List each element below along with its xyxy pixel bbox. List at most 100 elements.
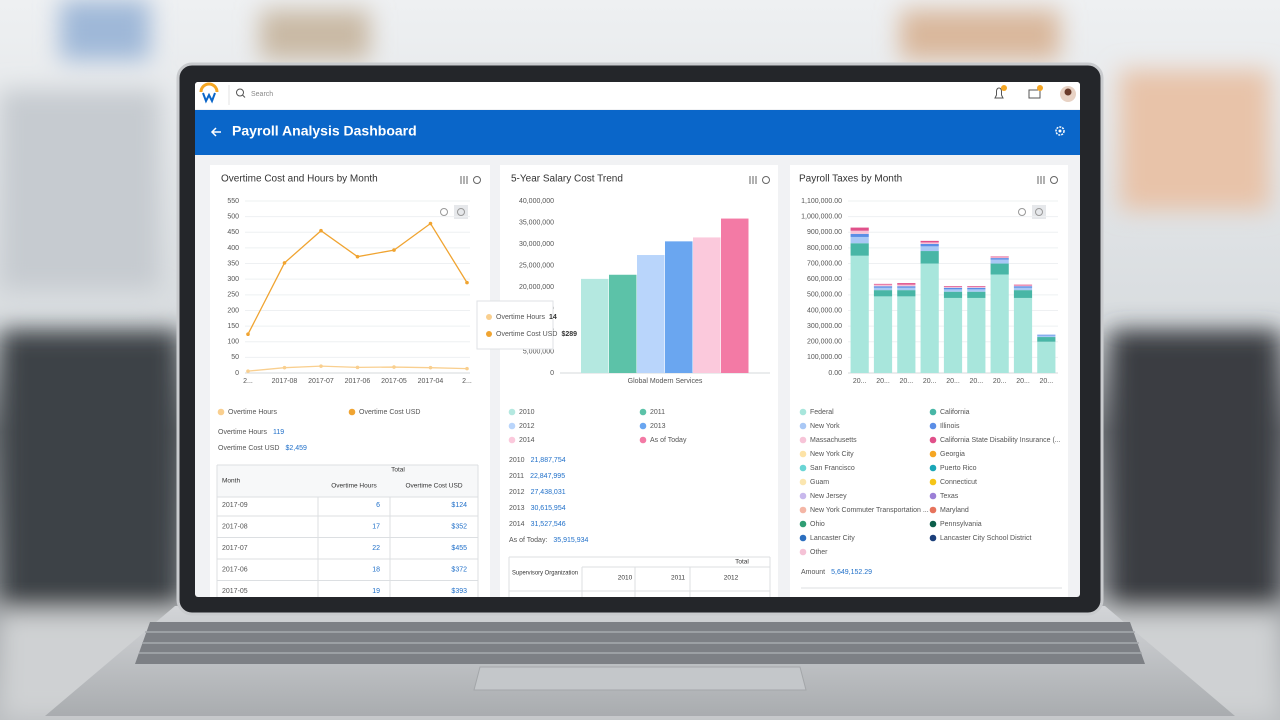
legend-label: Overtime Cost USD bbox=[359, 409, 420, 416]
legend-marker bbox=[639, 422, 647, 430]
legend-marker bbox=[639, 436, 647, 444]
y-tick-label: 500,000.00 bbox=[807, 292, 842, 299]
table-cell: 2017-07 bbox=[222, 545, 248, 552]
legend-marker bbox=[799, 436, 807, 444]
legend-label: Pennsylvania bbox=[940, 521, 982, 528]
bar-segment bbox=[1013, 286, 1033, 288]
bar-segment bbox=[920, 263, 939, 373]
x-tick-label: 20... bbox=[970, 378, 984, 385]
legend-marker bbox=[799, 520, 807, 528]
bar bbox=[581, 278, 609, 373]
data-point bbox=[282, 365, 287, 370]
bar-segment bbox=[873, 287, 893, 291]
bar-segment bbox=[850, 227, 869, 231]
bar-segment bbox=[990, 259, 1009, 264]
bar-segment bbox=[920, 240, 939, 243]
summary-label: 2014 bbox=[509, 521, 525, 528]
summary-label: As of Today: bbox=[509, 537, 547, 544]
y-tick-label: 300,000.00 bbox=[807, 323, 842, 330]
legend-marker bbox=[799, 548, 807, 556]
legend-label: Ohio bbox=[810, 521, 825, 528]
table-header: Overtime Cost USD bbox=[405, 483, 462, 490]
summary-value: 5,649,152.29 bbox=[831, 569, 872, 576]
table-group-header: Total bbox=[391, 467, 405, 474]
back-button[interactable] bbox=[210, 127, 221, 137]
legend-label: New York City bbox=[810, 451, 854, 458]
bar-segment bbox=[1013, 290, 1033, 298]
bar-segment bbox=[990, 258, 1009, 260]
legend-label: Other bbox=[810, 549, 828, 556]
table-header: Supervisory Organization bbox=[512, 570, 578, 577]
table-header: 2012 bbox=[724, 575, 739, 582]
bar-segment bbox=[920, 244, 939, 247]
legend-marker bbox=[929, 478, 937, 486]
legend-marker bbox=[929, 506, 937, 514]
bar-segment bbox=[920, 246, 939, 252]
y-tick-label: 40,000,000 bbox=[519, 198, 554, 205]
legend-label: Overtime Hours bbox=[228, 409, 278, 416]
panel-title: 5-Year Salary Cost Trend bbox=[511, 174, 623, 185]
search-icon[interactable] bbox=[236, 88, 246, 98]
y-tick-label: 5,000,000 bbox=[523, 348, 554, 355]
bar-segment bbox=[897, 284, 916, 287]
legend-marker bbox=[799, 534, 807, 542]
tooltip-marker bbox=[486, 314, 492, 320]
settings-button[interactable] bbox=[1055, 126, 1065, 136]
dashboard-title: Payroll Analysis Dashboard bbox=[232, 123, 417, 139]
legend-marker bbox=[508, 408, 516, 416]
legend-marker bbox=[799, 478, 807, 486]
y-tick-label: 0 bbox=[235, 370, 239, 377]
legend-label: 2014 bbox=[519, 437, 535, 444]
legend-marker bbox=[348, 408, 356, 416]
y-tick-label: 450 bbox=[227, 229, 239, 236]
legend-label: As of Today bbox=[650, 437, 687, 444]
x-tick-label: 20... bbox=[853, 378, 867, 385]
legend-label: Puerto Rico bbox=[940, 465, 977, 472]
bar-segment bbox=[1013, 287, 1033, 291]
logo[interactable] bbox=[199, 82, 219, 104]
legend-label: New York Commuter Transportation ... bbox=[810, 507, 929, 514]
profile-avatar[interactable] bbox=[1060, 86, 1076, 102]
y-tick-label: 550 bbox=[227, 198, 239, 205]
legend-label: Connecticut bbox=[940, 479, 977, 486]
legend-marker bbox=[929, 464, 937, 472]
notifications-button[interactable] bbox=[994, 85, 1007, 99]
panel-icons[interactable] bbox=[460, 176, 1058, 184]
inbox-button[interactable] bbox=[1028, 85, 1043, 99]
legend-label: Texas bbox=[940, 493, 959, 500]
bar-segment bbox=[873, 290, 893, 297]
table-cell: 22 bbox=[372, 545, 380, 552]
table-cell: $352 bbox=[451, 523, 467, 530]
y-tick-label: 50 bbox=[231, 354, 239, 361]
summary-value: 21,887,754 bbox=[531, 457, 566, 464]
table-group-header: Total bbox=[735, 559, 749, 566]
bar-segment bbox=[873, 296, 893, 373]
bar bbox=[609, 274, 637, 373]
legend-label: California State Disability Insurance (.… bbox=[940, 437, 1061, 444]
x-tick-label: 2017-08 bbox=[272, 378, 298, 385]
legend-label: Lancaster City bbox=[810, 535, 855, 542]
data-point bbox=[392, 248, 396, 252]
panel bbox=[790, 165, 1068, 597]
summary-label: Overtime Cost USD bbox=[218, 445, 279, 452]
zoom-controls[interactable] bbox=[440, 205, 1047, 219]
tooltip-value: $289 bbox=[561, 331, 577, 338]
tooltip-label: Overtime Cost USD bbox=[496, 331, 557, 338]
x-tick-label: 20... bbox=[900, 378, 914, 385]
table-header: 2010 bbox=[618, 575, 633, 582]
table-cell: 19 bbox=[372, 588, 380, 595]
summary-value: 27,438,031 bbox=[531, 489, 566, 496]
legend-label: 2012 bbox=[519, 423, 535, 430]
summary-value: $2,459 bbox=[285, 445, 307, 452]
y-tick-label: 20,000,000 bbox=[519, 284, 554, 291]
search-field[interactable]: Search bbox=[251, 91, 273, 98]
legend-marker bbox=[929, 408, 937, 416]
legend-marker bbox=[929, 422, 937, 430]
bar-segment bbox=[897, 287, 916, 291]
tooltip bbox=[476, 300, 554, 350]
legend-label: Maryland bbox=[940, 507, 969, 514]
y-tick-label: 400 bbox=[227, 245, 239, 252]
bar-segment bbox=[1013, 297, 1033, 373]
summary-label: Overtime Hours bbox=[218, 429, 268, 436]
